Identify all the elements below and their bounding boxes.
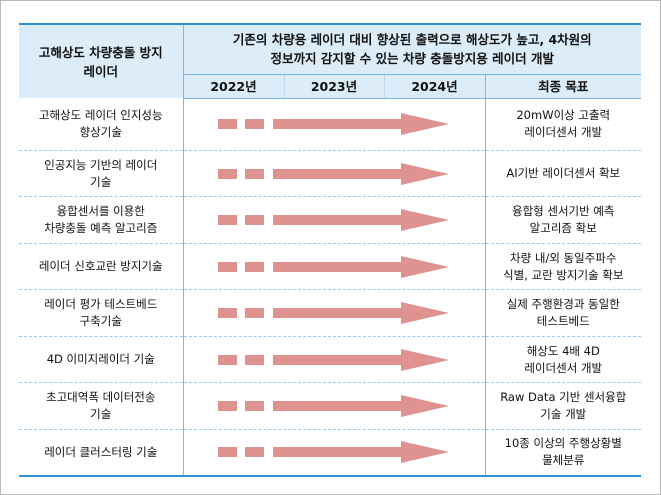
- goal-text-line: 레이더센서 개발: [524, 125, 603, 140]
- goal-text-line: 식별, 교란 방지기술 확보: [503, 267, 624, 282]
- tech-text-line: 기술: [90, 407, 112, 421]
- timeline-cell: [183, 196, 486, 244]
- year-2022: 2022년: [183, 73, 285, 99]
- timeline-arrow-icon: [217, 162, 449, 185]
- roadmap-table-container: 고해상도 차량충돌 방지 레이더 기존의 차량용 레이더 대비 향상된 출력으로…: [19, 23, 642, 477]
- timeline-arrow-icon: [217, 113, 449, 136]
- tech-text-line: 구축기술: [79, 314, 122, 328]
- timeline-cell: [183, 289, 486, 337]
- tech-text-line: 레이더 평가 테스트베드: [44, 297, 158, 311]
- goal-text-line: 물체분류: [542, 453, 585, 468]
- year-2023: 2023년: [284, 73, 385, 99]
- timeline-cell: [183, 429, 486, 477]
- tech-text-line: 고해상도 레이더 인지성능: [38, 108, 163, 123]
- tech-cell: 레이더 클러스터링 기술: [19, 429, 184, 477]
- goal-text-line: 융합형 센서기반 예측: [511, 204, 615, 218]
- goal-text-line: 해상도 4배 4D: [526, 343, 600, 358]
- timeline-arrow-icon: [217, 209, 449, 231]
- goal-text-line: 10종 이상의 주행상황별: [504, 436, 622, 451]
- timeline-cell: [183, 243, 486, 290]
- year-2024: 2024년: [384, 73, 486, 99]
- timeline-arrow-icon: [217, 395, 449, 417]
- goal-text-line: 알고리즘 확보: [529, 221, 597, 235]
- timeline-cell: [183, 150, 486, 197]
- roadmap-row: 4D 이미지레이더 기술 해상도 4배 4D 레이더센서 개발: [19, 336, 641, 383]
- tech-header-text: 고해상도 차량충돌 방지 레이더: [38, 44, 163, 79]
- goal-text-line: 20mW이상 고출력: [516, 108, 611, 123]
- tech-cell: 4D 이미지레이더 기술: [19, 336, 184, 383]
- timeline-arrow-icon: [217, 348, 449, 371]
- timeline-arrow-icon: [217, 441, 449, 464]
- tech-header: 고해상도 차량충돌 방지 레이더: [19, 23, 184, 98]
- goal-text-line: 레이더센서 개발: [524, 360, 603, 375]
- goal-text-line: AI기반 레이더센서 확보: [506, 166, 621, 180]
- tech-text-line: 레이더 클러스터링 기술: [44, 444, 158, 459]
- timeline-arrow-icon: [217, 255, 449, 278]
- goal-header: 기존의 차량용 레이더 대비 향상된 출력으로 해상도가 높고, 4차원의 정보…: [183, 23, 642, 74]
- timeline-cell: [183, 382, 486, 430]
- roadmap-body: 고해상도 레이더 인지성능 향상기술 20mW이상 고출력 레이더센서 개발 인공지능 …: [19, 98, 641, 477]
- timeline-cell: [183, 336, 486, 383]
- final-goal-header: 최종 목표: [485, 73, 642, 99]
- roadmap-table: 고해상도 차량충돌 방지 레이더 기존의 차량용 레이더 대비 향상된 출력으로…: [19, 23, 642, 99]
- tech-text-line: 4D 이미지레이더 기술: [46, 352, 155, 366]
- final-goal-cell: AI기반 레이더센서 확보: [485, 150, 641, 197]
- goal-text-line: 실제 주행환경과 동일한: [506, 297, 620, 311]
- goal-text-line: Raw Data 기반 센서융합: [500, 390, 627, 404]
- goal-header-line1: 기존의 차량용 레이더 대비 향상된 출력으로 해상도가 높고, 4차원의: [232, 32, 592, 48]
- goal-text-line: 차량 내/외 동일주파수: [510, 250, 617, 265]
- tech-text-line: 기술: [90, 174, 112, 189]
- tech-text-line: 인공지능 기반의 레이더: [44, 157, 158, 172]
- tech-text-line: 차량충돌 예측 알고리즘: [44, 221, 158, 235]
- timeline-cell: [183, 98, 486, 151]
- tech-cell: 레이더 신호교란 방지기술: [19, 243, 184, 290]
- goal-header-line2: 정보까지 감지할 수 있는 차량 충돌방지용 레이더 개발: [270, 51, 554, 67]
- tech-text-line: 향상기술: [79, 125, 122, 140]
- tech-text-line: 레이더 신호교란 방지기술: [38, 259, 163, 273]
- tech-text-line: 초고대역폭 데이터전송: [46, 390, 156, 404]
- final-goal-cell: 해상도 4배 4D 레이더센서 개발: [485, 336, 641, 383]
- goal-text-line: 테스트베드: [536, 314, 590, 328]
- tech-text-line: 융합센서를 이용한: [56, 204, 145, 218]
- timeline-arrow-icon: [217, 302, 449, 324]
- goal-text-line: 기술 개발: [540, 407, 587, 421]
